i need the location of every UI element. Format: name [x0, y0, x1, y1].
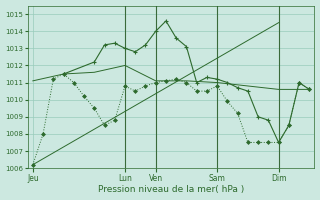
- X-axis label: Pression niveau de la mer( hPa ): Pression niveau de la mer( hPa ): [98, 185, 244, 194]
